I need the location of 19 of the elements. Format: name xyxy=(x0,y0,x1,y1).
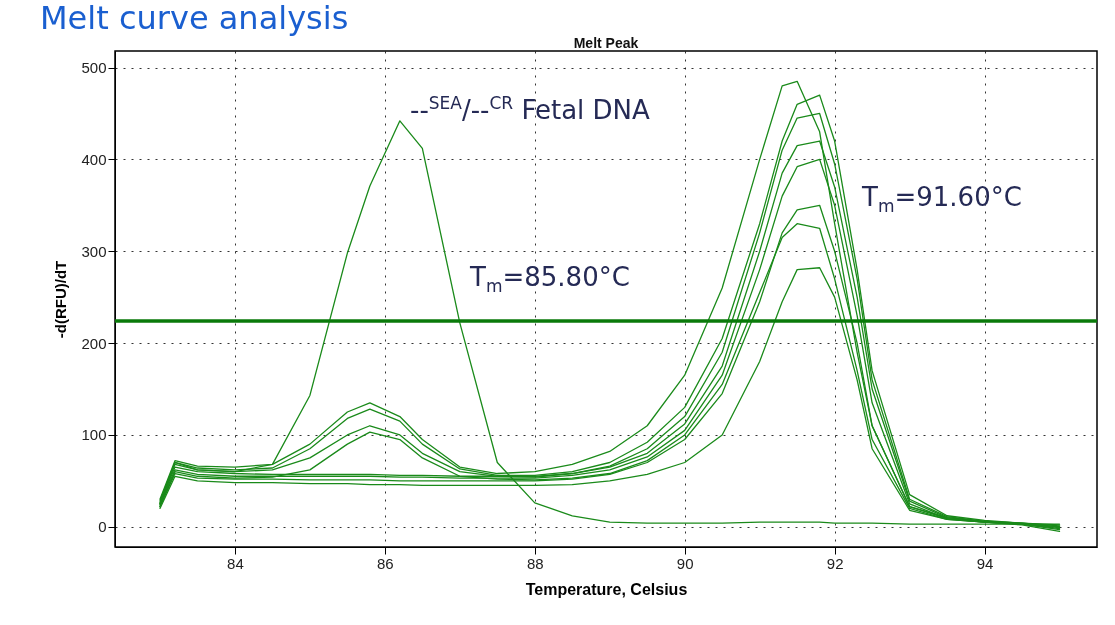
y-tick-label: 0 xyxy=(98,518,107,536)
x-tick-label: 92 xyxy=(826,554,844,572)
y-tick-label: 200 xyxy=(81,334,107,352)
chart-title: Melt curve analysis xyxy=(40,0,349,37)
x-tick-label: 88 xyxy=(526,554,544,572)
y-axis-title: -d(RFU)/dT xyxy=(52,260,70,339)
x-axis-title: Temperature, Celsius xyxy=(525,580,688,598)
annotation: T$_{m}$=91.60°C xyxy=(862,182,1022,219)
y-tick-label: 300 xyxy=(81,242,107,260)
x-tick-label: 86 xyxy=(377,554,394,572)
x-tick-label: 90 xyxy=(676,554,694,572)
annotation: --$^{SEA}$/--$^{CR}$ Fetal DNA xyxy=(410,92,650,125)
x-tick-label: 84 xyxy=(227,554,244,572)
y-tick-label: 500 xyxy=(81,59,107,77)
x-tick-label: 94 xyxy=(976,554,994,572)
annotation: T$_{m}$=85.80°C xyxy=(470,262,630,299)
chart-subtitle: Melt Peak xyxy=(573,35,639,51)
y-tick-label: 400 xyxy=(81,150,107,168)
y-tick-label: 100 xyxy=(81,426,107,444)
